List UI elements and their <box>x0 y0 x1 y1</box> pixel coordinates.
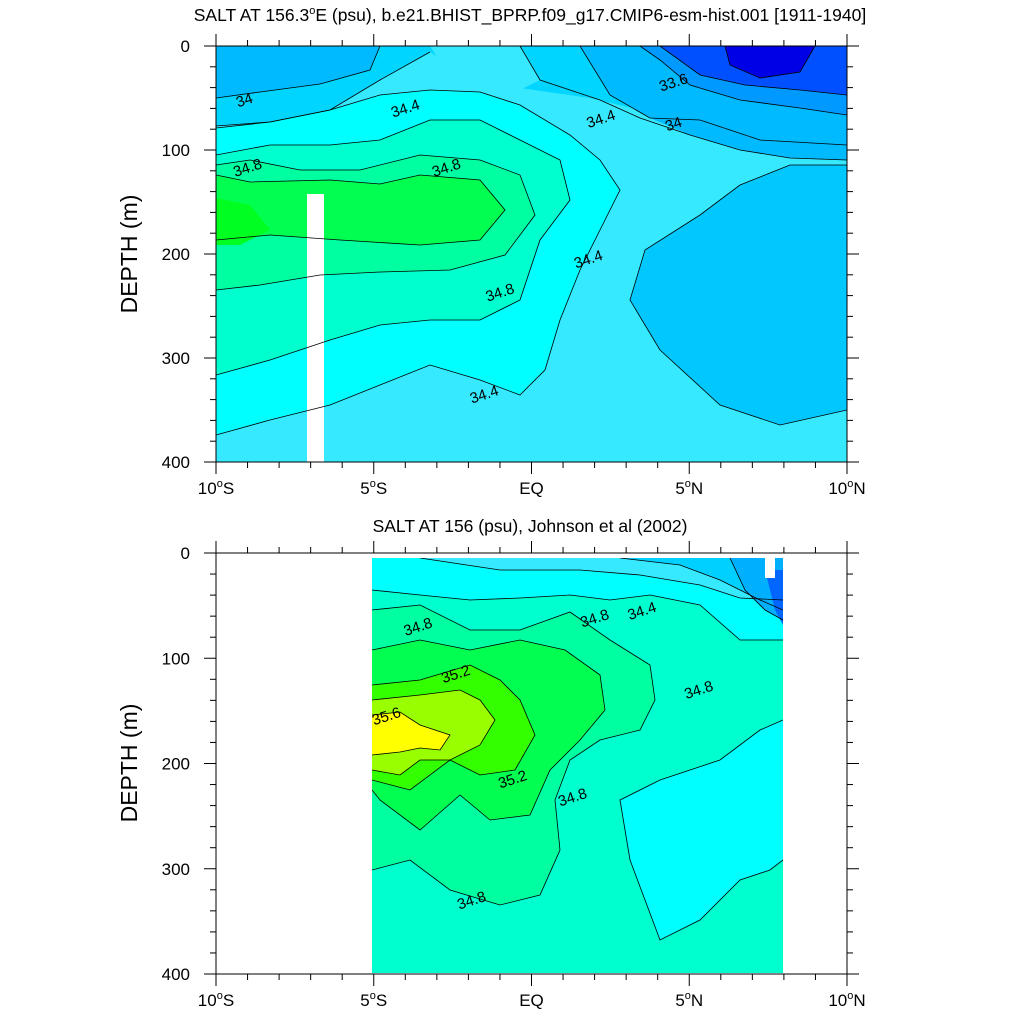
top-y-tick-label: 300 <box>162 349 190 368</box>
bottom-y-tick-label: 0 <box>181 544 190 563</box>
top-y-tick-label: 100 <box>162 141 190 160</box>
top-x-tick-label: 10oN <box>828 478 865 498</box>
top-x-tick-label: EQ <box>519 479 544 498</box>
top-y-axis-label: DEPTH (m) <box>116 195 142 314</box>
bottom-x-tick-label: 5oN <box>675 990 703 1010</box>
bottom-y-tick-label: 400 <box>162 965 190 984</box>
bottom-contour-fill <box>372 558 783 973</box>
top-x-tick-label: 5oN <box>675 478 703 498</box>
top-y-tick-label: 400 <box>162 453 190 472</box>
top-x-tick-label: 10oS <box>198 478 234 498</box>
bottom-axes: 10oS 5oS EQ 5oN 10oN 0 100 200 300 400 <box>162 541 866 1010</box>
top-y-tick-label: 0 <box>181 37 190 56</box>
bottom-y-axis-label: DEPTH (m) <box>116 704 142 823</box>
bottom-x-tick-label: 10oN <box>828 990 865 1010</box>
top-x-tick-label: 5oS <box>360 478 387 498</box>
top-contour-fill <box>216 46 847 462</box>
bottom-panel: SALT AT 156 (psu), Johnson et al (2002) <box>116 516 866 1010</box>
bottom-title: SALT AT 156 (psu), Johnson et al (2002) <box>373 516 688 536</box>
bottom-y-tick-label: 200 <box>162 755 190 774</box>
bottom-y-tick-label: 100 <box>162 649 190 668</box>
bottom-x-tick-label: EQ <box>519 991 544 1010</box>
top-axes: 10oS 5oS EQ 5oN 10oN 0 100 200 300 400 <box>162 34 866 498</box>
bottom-x-tick-label: 5oS <box>360 990 387 1010</box>
top-panel: SALT AT 156.3oE (psu), b.e21.BHIST_BPRP.… <box>116 5 866 498</box>
top-title: SALT AT 156.3oE (psu), b.e21.BHIST_BPRP.… <box>194 5 866 26</box>
top-contour-label: 34 <box>663 114 684 135</box>
top-contour-label: 34 <box>234 90 255 111</box>
bottom-y-tick-label: 300 <box>162 860 190 879</box>
bottom-x-tick-label: 10oS <box>198 990 234 1010</box>
top-y-tick-label: 200 <box>162 245 190 264</box>
